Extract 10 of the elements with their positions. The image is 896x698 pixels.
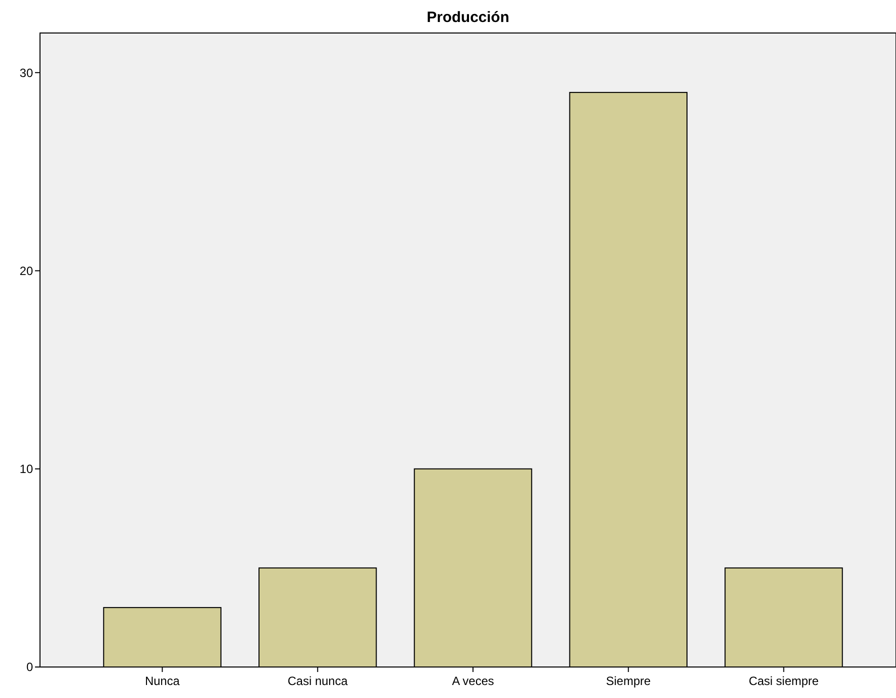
- chart-title: Producción: [426, 9, 510, 26]
- x-tick-label: Siempre: [606, 674, 652, 688]
- x-tick-label: Casi siempre: [748, 674, 820, 688]
- x-tick-label: A veces: [452, 674, 494, 688]
- x-tick-label: Nunca: [144, 674, 180, 688]
- y-tick-label: 0: [26, 660, 34, 674]
- x-tick-label: Casi nunca: [288, 674, 348, 688]
- y-tick-label: 10: [20, 462, 34, 476]
- y-tick-label: 30: [20, 66, 34, 80]
- y-tick-label: 20: [20, 264, 34, 278]
